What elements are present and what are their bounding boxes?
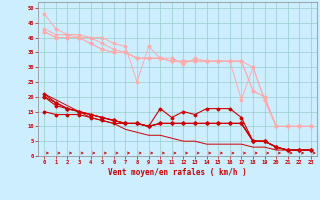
X-axis label: Vent moyen/en rafales ( km/h ): Vent moyen/en rafales ( km/h ) bbox=[108, 168, 247, 177]
